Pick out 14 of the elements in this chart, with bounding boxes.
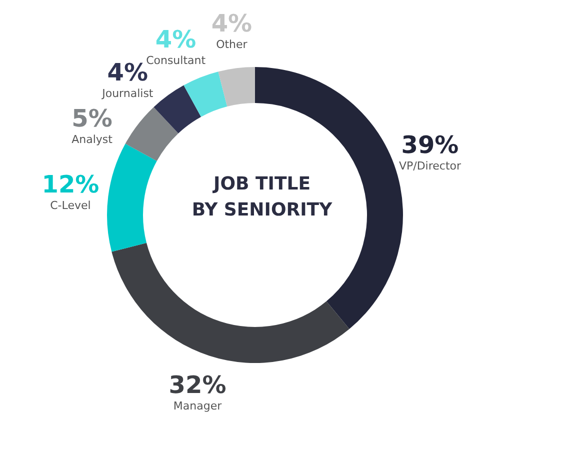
data-label: 32% <box>168 370 226 399</box>
slice-label: Analyst <box>72 132 114 146</box>
slice-label: Manager <box>173 399 222 412</box>
slice-label: C-Level <box>50 199 91 212</box>
data-label: 12% <box>42 170 100 199</box>
data-label: 4% <box>155 26 196 54</box>
data-label: 4% <box>211 9 252 38</box>
data-label: 5% <box>72 104 112 132</box>
slice-label: Other <box>216 38 248 51</box>
slice-label: VP/Director <box>398 159 462 172</box>
slice-label: Journalist <box>101 86 154 100</box>
data-label: 39% <box>401 130 459 159</box>
slice-label: Consultant <box>146 54 206 68</box>
text: JOB TITLE BY SENIORITY <box>192 174 334 220</box>
